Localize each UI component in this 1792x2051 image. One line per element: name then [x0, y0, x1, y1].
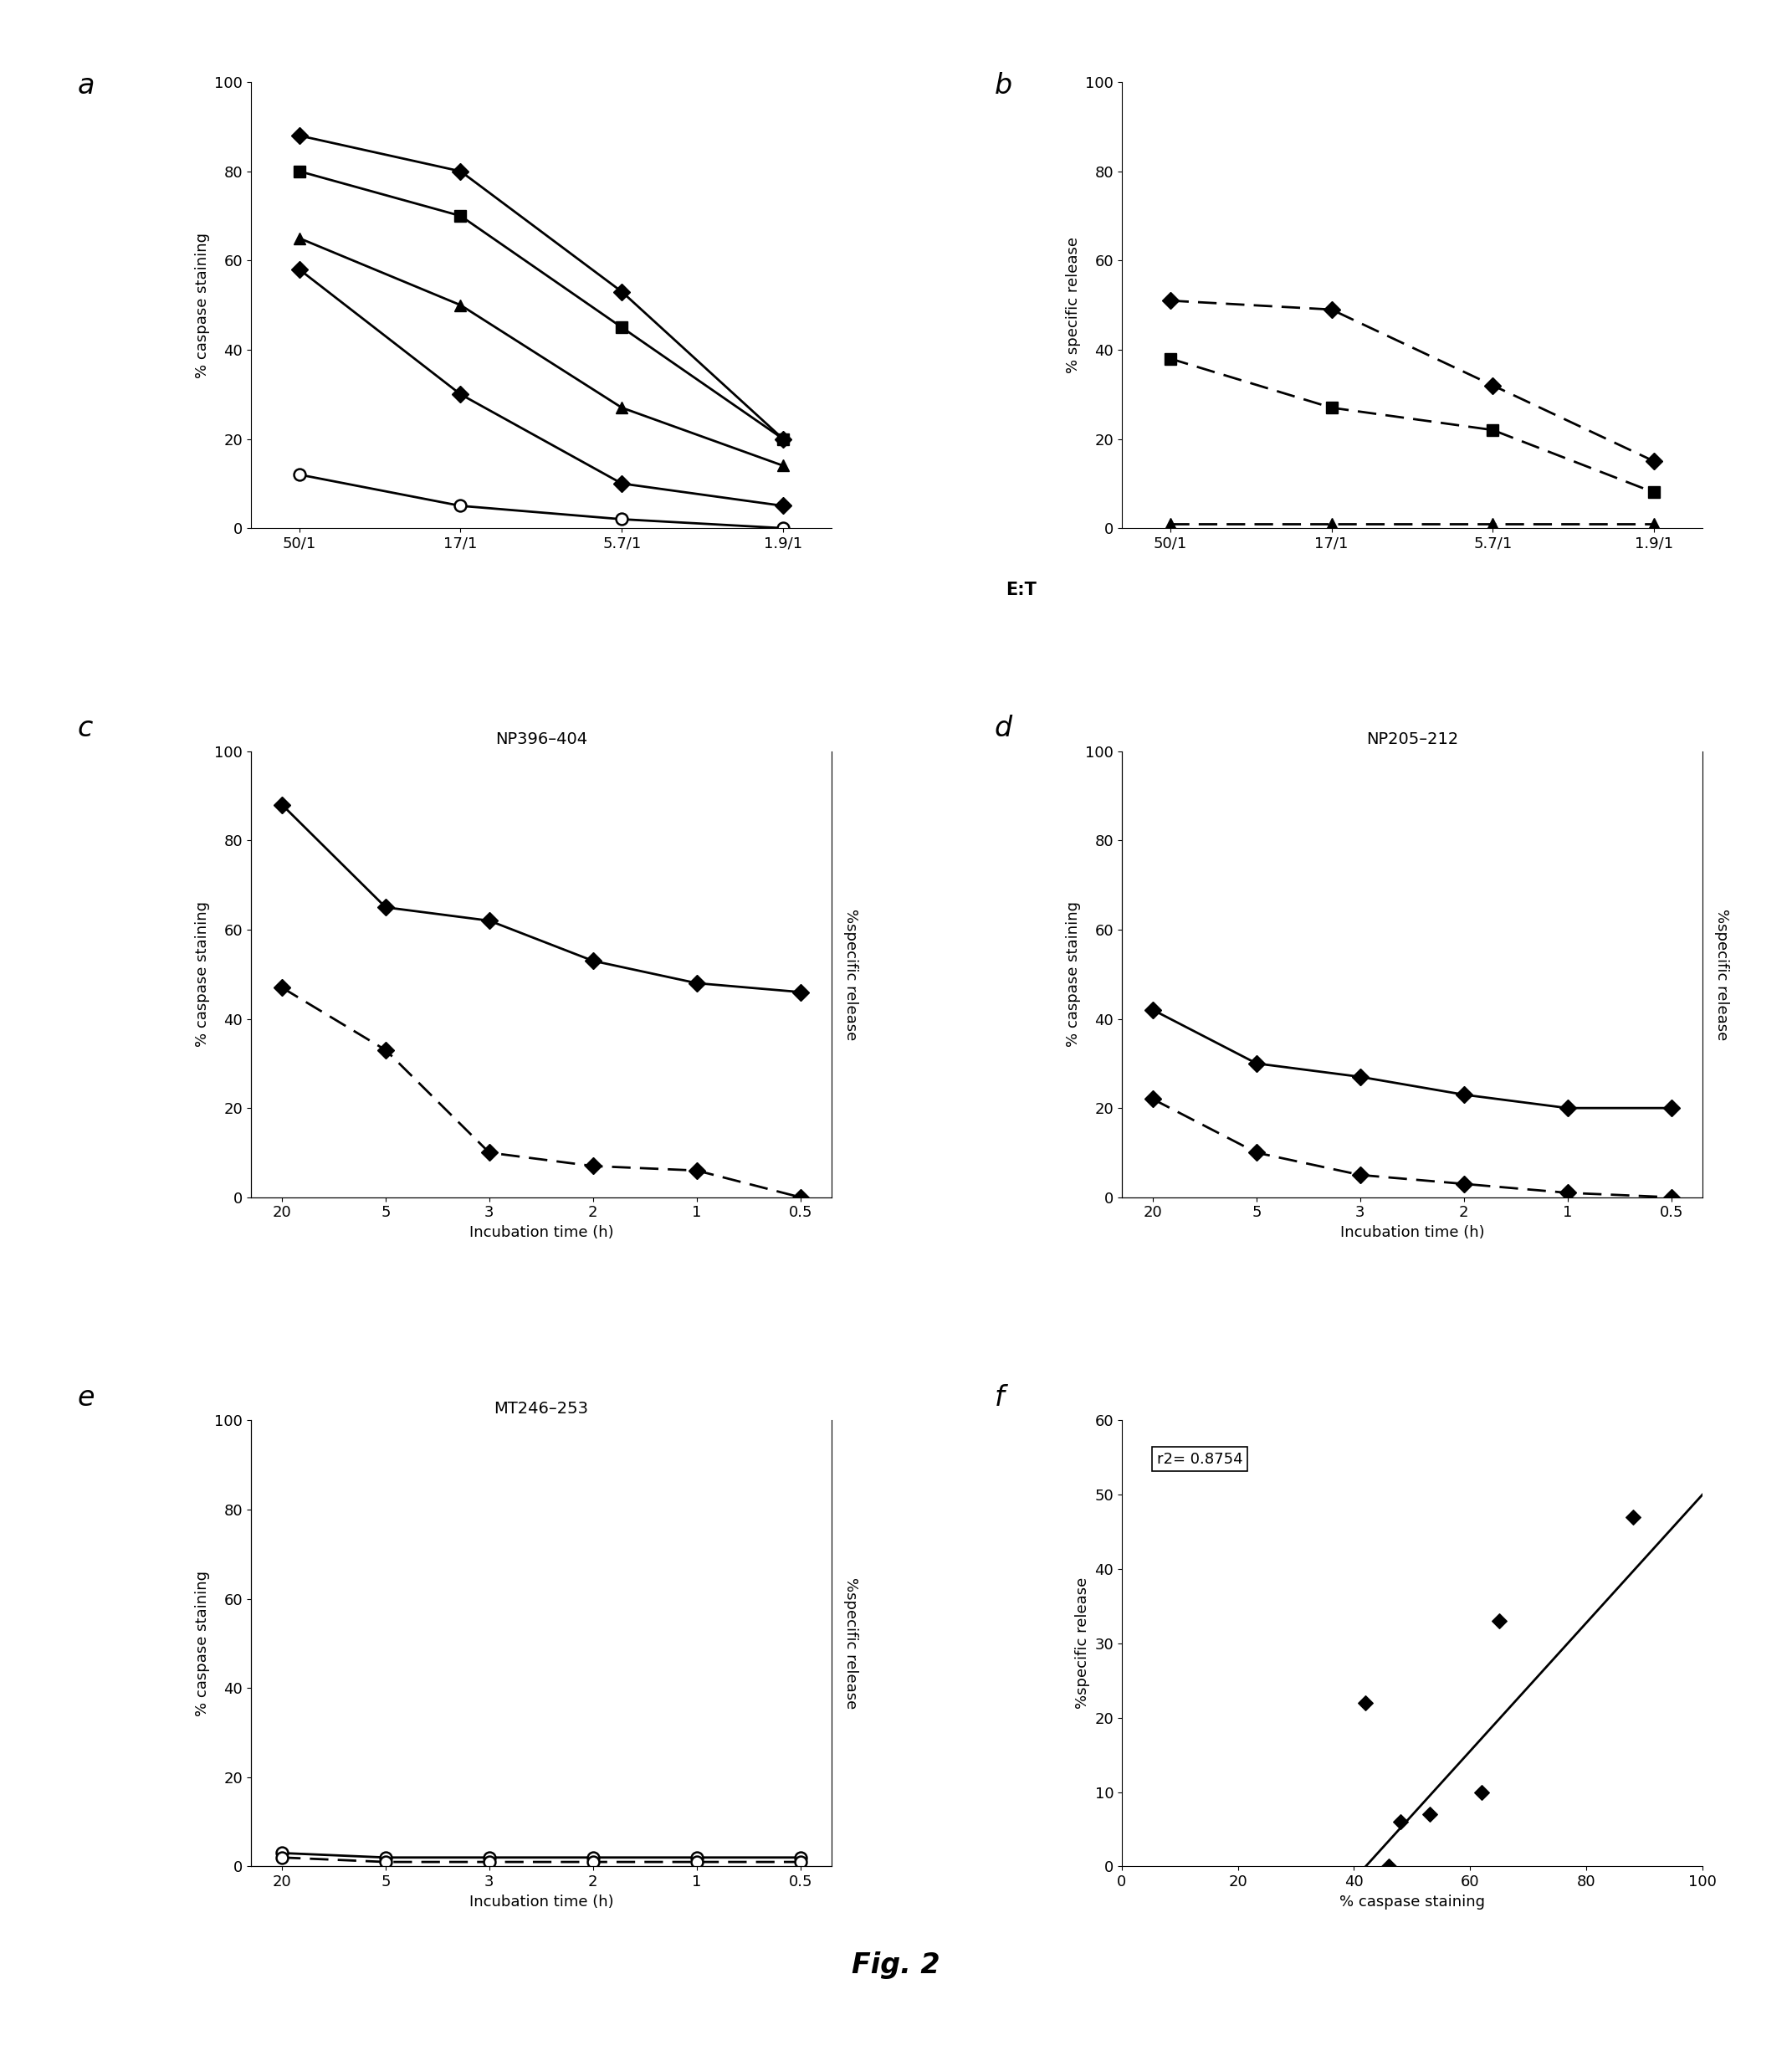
- Text: $\it{b}$: $\it{b}$: [995, 74, 1012, 100]
- X-axis label: Incubation time (h): Incubation time (h): [470, 1224, 613, 1241]
- Y-axis label: %specific release: %specific release: [1715, 909, 1729, 1040]
- Y-axis label: % caspase staining: % caspase staining: [1066, 902, 1081, 1046]
- Point: [1468, 1776, 1496, 1809]
- Y-axis label: % specific release: % specific release: [1066, 236, 1081, 373]
- Title: MT246–253: MT246–253: [495, 1401, 588, 1417]
- X-axis label: Incubation time (h): Incubation time (h): [1340, 1224, 1484, 1241]
- Title: NP205–212: NP205–212: [1366, 732, 1459, 747]
- Y-axis label: %specific release: %specific release: [1075, 1577, 1090, 1708]
- Point: [1618, 1501, 1647, 1534]
- Point: [1351, 1686, 1380, 1719]
- Point: [1387, 1805, 1416, 1838]
- Point: [1486, 1604, 1514, 1637]
- Text: Fig. 2: Fig. 2: [851, 1953, 941, 1979]
- Point: [1374, 1850, 1403, 1883]
- X-axis label: % caspase staining: % caspase staining: [1339, 1895, 1486, 1909]
- Text: r2= 0.8754: r2= 0.8754: [1156, 1452, 1242, 1466]
- Text: $\it{e}$: $\it{e}$: [77, 1384, 95, 1411]
- Title: NP396–404: NP396–404: [495, 732, 588, 747]
- Text: $\it{d}$: $\it{d}$: [995, 716, 1014, 742]
- Y-axis label: %specific release: %specific release: [844, 1577, 858, 1708]
- Y-axis label: % caspase staining: % caspase staining: [195, 902, 210, 1046]
- Text: E:T: E:T: [1005, 582, 1036, 599]
- Y-axis label: % caspase staining: % caspase staining: [195, 232, 210, 377]
- Text: $\it{c}$: $\it{c}$: [77, 716, 93, 742]
- Text: $\it{f}$: $\it{f}$: [995, 1384, 1009, 1411]
- Text: $\it{a}$: $\it{a}$: [77, 74, 93, 100]
- Y-axis label: % caspase staining: % caspase staining: [195, 1571, 210, 1717]
- Y-axis label: %specific release: %specific release: [844, 909, 858, 1040]
- Point: [1416, 1799, 1444, 1832]
- X-axis label: Incubation time (h): Incubation time (h): [470, 1895, 613, 1909]
